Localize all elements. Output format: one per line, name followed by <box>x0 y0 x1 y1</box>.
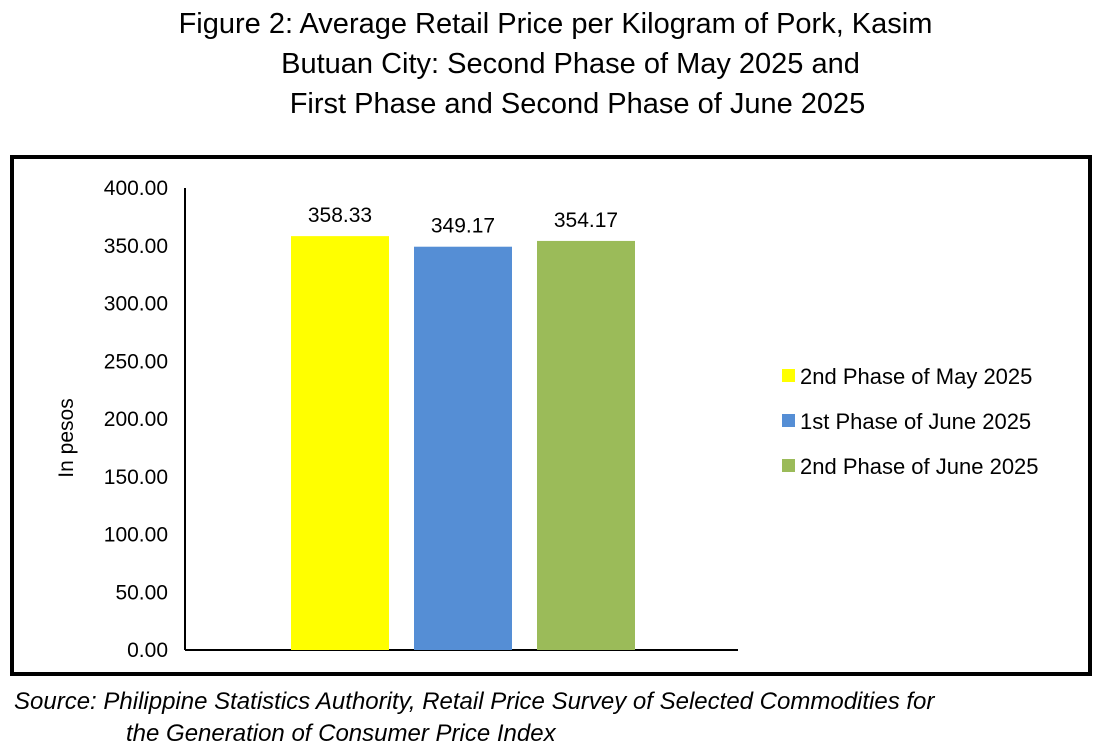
source-line-1: Source: Philippine Statistics Authority,… <box>14 688 935 715</box>
chart-title: Figure 2: Average Retail Price per Kilog… <box>0 4 1111 124</box>
y-tick-label: 0.00 <box>127 639 168 662</box>
source-line-2: the Generation of Consumer Price Index <box>126 720 556 747</box>
y-tick-label: 50.00 <box>115 581 168 604</box>
y-tick-label: 150.00 <box>104 466 168 489</box>
legend: 2nd Phase of May 2025 1st Phase of June 2… <box>782 364 1039 479</box>
legend-swatch-1 <box>782 369 795 382</box>
y-tick-label: 100.00 <box>104 524 168 547</box>
data-label-2: 349.17 <box>431 215 495 238</box>
bar-3 <box>537 240 635 650</box>
data-label-3: 354.17 <box>554 209 618 232</box>
data-labels: 358.33 349.17 354.17 <box>308 204 618 238</box>
legend-swatch-2 <box>782 414 795 427</box>
y-axis-label: In pesos <box>55 398 78 477</box>
y-tick-label: 200.00 <box>104 408 168 431</box>
legend-label-1: 2nd Phase of May 2025 <box>800 364 1032 389</box>
bar-1 <box>291 236 389 650</box>
y-tick-label: 300.00 <box>104 293 168 316</box>
bar-2 <box>414 246 512 650</box>
chart-title-line-1: Figure 2: Average Retail Price per Kilog… <box>178 8 933 40</box>
y-tick-label: 250.00 <box>104 350 168 373</box>
chart-title-line-3: First Phase and Second Phase of June 202… <box>289 88 866 120</box>
chart-title-line-2: Butuan City: Second Phase of May 2025 an… <box>281 48 860 80</box>
y-axis-tick-labels: 0.00 50.00 100.00 150.00 200.00 250.00 300.00 3… <box>104 177 168 662</box>
chart-frame <box>10 155 1092 676</box>
legend-label-3: 2nd Phase of June 2025 <box>800 454 1039 479</box>
legend-swatch-3 <box>782 459 795 472</box>
bars <box>291 236 635 650</box>
source-note: Source: Philippine Statistics Authority,… <box>14 686 1104 750</box>
data-label-1: 358.33 <box>308 204 372 227</box>
y-tick-label: 350.00 <box>104 235 168 258</box>
legend-label-2: 1st Phase of June 2025 <box>800 409 1031 434</box>
y-tick-label: 400.00 <box>104 177 168 200</box>
